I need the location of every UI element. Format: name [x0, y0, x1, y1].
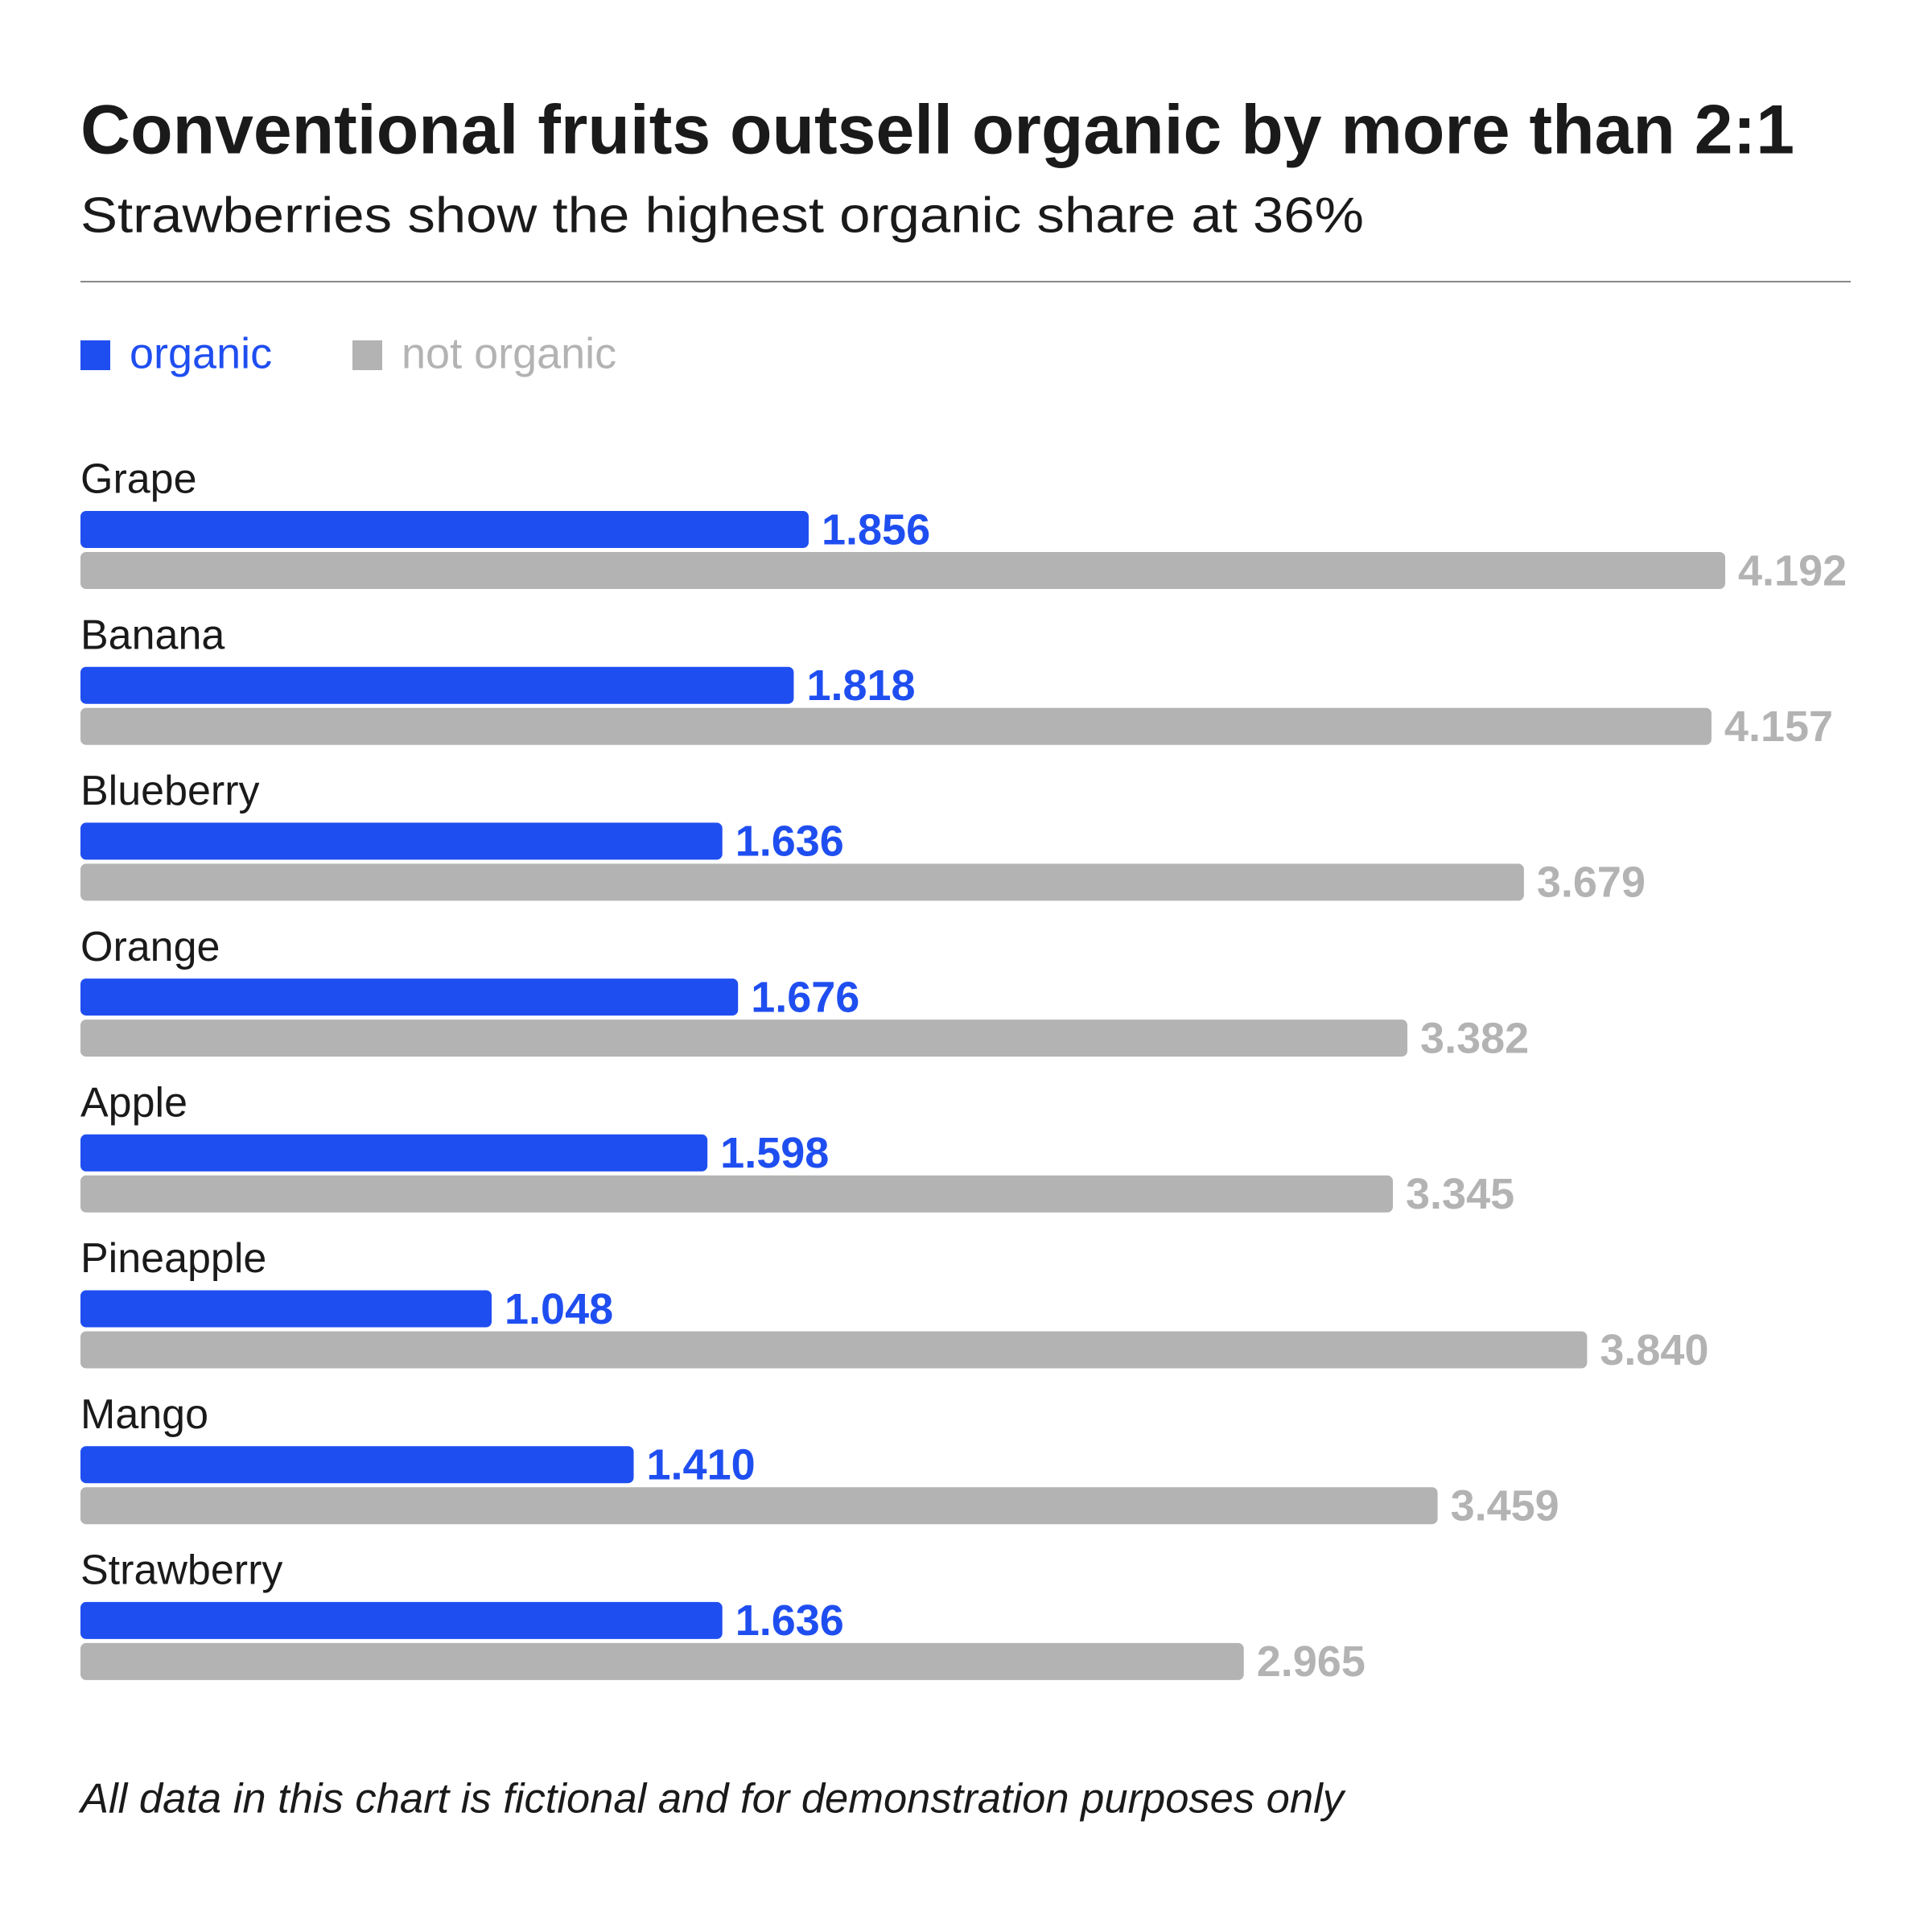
category-label: Orange — [80, 924, 220, 970]
legend-swatch — [352, 340, 382, 370]
bar — [80, 822, 723, 860]
category-label: Banana — [80, 612, 225, 658]
value-label: 1.636 — [735, 818, 844, 866]
chart-subtitle: Strawberries show the highest organic sh… — [80, 187, 1364, 243]
bar — [80, 863, 1524, 901]
footnote: All data in this chart is fictional and … — [78, 1776, 1346, 1823]
chart-title: Conventional fruits outsell organic by m… — [80, 92, 1794, 169]
value-label: 1.598 — [720, 1129, 829, 1177]
bar — [80, 1642, 1244, 1680]
value-label: 1.636 — [735, 1596, 844, 1645]
value-label: 1.818 — [806, 661, 915, 710]
bar — [80, 978, 739, 1016]
category-label: Mango — [80, 1391, 208, 1438]
category-label: Grape — [80, 456, 197, 503]
value-label: 4.157 — [1724, 702, 1833, 751]
bar — [80, 1175, 1394, 1213]
legend-label: not organic — [402, 329, 616, 377]
bar — [80, 707, 1712, 745]
value-label: 4.192 — [1738, 546, 1847, 595]
bar — [80, 1446, 634, 1484]
value-label: 1.048 — [505, 1285, 613, 1333]
bar — [80, 1134, 708, 1172]
value-label: 1.676 — [751, 973, 859, 1021]
value-label: 2.965 — [1257, 1637, 1366, 1686]
bar — [80, 666, 794, 704]
bar — [80, 1020, 1408, 1057]
bar — [80, 1290, 492, 1328]
value-label: 3.382 — [1420, 1014, 1529, 1062]
category-label: Pineapple — [80, 1235, 266, 1282]
bar — [80, 1601, 723, 1639]
value-label: 3.459 — [1451, 1481, 1559, 1530]
value-label: 3.840 — [1600, 1326, 1708, 1374]
category-label: Apple — [80, 1080, 187, 1127]
bar — [80, 1487, 1438, 1525]
bar — [80, 511, 809, 548]
value-label: 1.856 — [822, 505, 930, 554]
value-label: 3.345 — [1406, 1170, 1514, 1218]
category-label: Strawberry — [80, 1547, 282, 1594]
legend-label: organic — [130, 329, 272, 377]
legend-swatch — [80, 340, 110, 370]
bar — [80, 552, 1725, 589]
value-label: 3.679 — [1537, 859, 1646, 907]
category-label: Blueberry — [80, 768, 260, 814]
value-label: 1.410 — [647, 1440, 756, 1489]
bar — [80, 1331, 1588, 1369]
